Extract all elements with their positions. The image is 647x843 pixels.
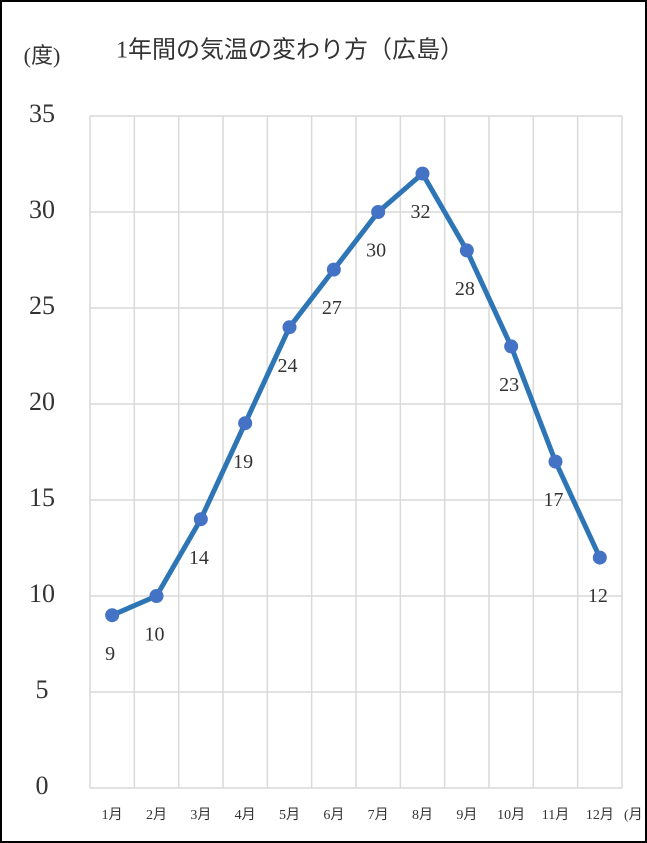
- data-label: 10: [145, 624, 165, 646]
- marker: [459, 243, 474, 258]
- x-tick-label: 3月: [190, 807, 211, 823]
- x-tick-label: 10月: [497, 807, 525, 823]
- x-tick-label: 4月: [235, 807, 256, 823]
- y-tick-label: 25: [29, 291, 55, 320]
- data-label: 28: [455, 278, 475, 300]
- marker: [282, 320, 297, 335]
- line: [111, 171, 603, 618]
- marker: [592, 550, 607, 565]
- y-tick-label: 10: [29, 579, 55, 608]
- data-label: 9: [105, 643, 115, 665]
- marker: [193, 512, 208, 527]
- data-label: 30: [366, 240, 386, 262]
- marker: [371, 205, 386, 219]
- y-axis-label: (度): [24, 43, 61, 68]
- x-tick-label: 9月: [456, 807, 477, 823]
- x-axis-label: (月: [624, 807, 643, 823]
- x-tick-label: 12月: [586, 807, 614, 823]
- data-label: 14: [189, 547, 209, 569]
- chart-title: 1年間の気温の変わり方（広島）: [116, 37, 464, 64]
- y-tick-label: 20: [29, 387, 55, 416]
- marker: [548, 454, 563, 469]
- data-label: 24: [278, 355, 298, 377]
- x-tick-label: 6月: [323, 807, 344, 823]
- marker: [504, 339, 519, 354]
- data-label: 32: [411, 201, 431, 223]
- marker: [238, 416, 253, 431]
- y-tick-label: 35: [29, 99, 55, 128]
- x-tick-label: 1月: [102, 807, 123, 823]
- y-tick-label: 5: [36, 675, 49, 704]
- y-tick-label: 30: [29, 195, 55, 224]
- x-tick-label: 11月: [542, 807, 569, 823]
- marker: [149, 589, 164, 603]
- x-tick-label: 2月: [146, 807, 167, 823]
- marker: [105, 608, 120, 623]
- x-tick-label: 5月: [279, 807, 300, 823]
- y-tick-label: 15: [29, 483, 55, 512]
- data-label: 23: [499, 374, 519, 396]
- x-tick-label: 8月: [412, 807, 433, 823]
- data-label: 12: [588, 585, 608, 607]
- x-tick-label: 7月: [368, 807, 389, 823]
- data-label: 27: [322, 297, 342, 319]
- y-tick-label: 0: [36, 771, 49, 800]
- data-label: 19: [233, 451, 253, 473]
- marker: [326, 262, 341, 277]
- data-label: 17: [544, 489, 564, 511]
- marker: [415, 166, 430, 181]
